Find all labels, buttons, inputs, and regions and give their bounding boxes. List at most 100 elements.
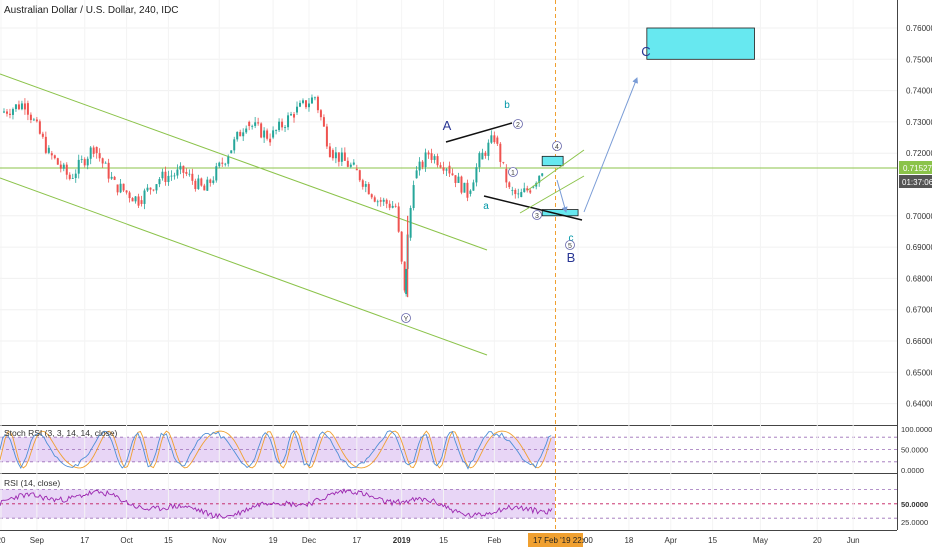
x-tick-label: 15 — [708, 536, 717, 545]
candle-body — [251, 125, 254, 127]
candle-body — [11, 109, 14, 115]
candle-body — [370, 194, 373, 198]
candle-body — [197, 178, 200, 190]
candle-body — [331, 150, 334, 159]
candle-body — [319, 110, 322, 118]
candle-body — [245, 128, 248, 133]
candle-body — [230, 150, 233, 154]
candle-body — [107, 162, 110, 179]
candle-body — [307, 103, 310, 108]
cursor-date-text: 17 Feb '19 22:00 — [533, 536, 593, 545]
candle-body — [59, 164, 62, 169]
candle-body — [101, 158, 104, 164]
target-box-small — [541, 155, 564, 167]
candle-body — [361, 180, 364, 187]
candle-body — [490, 135, 493, 143]
target-box-b — [541, 209, 579, 217]
x-tick-label: 18 — [624, 536, 633, 545]
candle-body — [239, 131, 242, 137]
candle-body — [349, 164, 352, 167]
candle-body — [529, 190, 532, 193]
candle-body — [125, 190, 128, 193]
candle-body — [155, 184, 158, 191]
candle-body — [32, 119, 35, 121]
candle-body — [257, 122, 260, 124]
candle-body — [382, 199, 385, 202]
candle-body — [310, 97, 313, 104]
candle-body — [352, 162, 355, 165]
candle-body — [436, 156, 439, 166]
candle-body — [316, 96, 319, 111]
wave-label-A: A — [443, 118, 452, 133]
candle-body — [296, 106, 299, 113]
candle-body — [71, 178, 74, 179]
candle-body — [376, 201, 379, 203]
candle-body — [131, 198, 134, 202]
candle-body — [445, 169, 448, 171]
candle-body — [442, 167, 445, 171]
candle-body — [538, 175, 541, 183]
candle-body — [448, 165, 451, 174]
wave-label-B: B — [567, 250, 576, 265]
candle-body — [167, 175, 170, 183]
candle-body — [92, 147, 95, 154]
candle-body — [173, 175, 176, 177]
candle-body — [83, 159, 86, 166]
x-tick-label: 15 — [164, 536, 173, 545]
candle-body — [424, 152, 427, 168]
rsi-value-tag — [899, 497, 932, 510]
candle-body — [514, 189, 517, 195]
candle-body — [233, 139, 236, 151]
candle-body — [143, 190, 146, 204]
candle-body — [53, 155, 56, 159]
candle-body — [511, 189, 514, 191]
candle-body — [74, 173, 77, 179]
chart-title: Australian Dollar / U.S. Dollar, 240, ID… — [4, 5, 179, 16]
candle-body — [397, 206, 400, 232]
candle-body — [284, 127, 287, 128]
candle-body — [418, 161, 421, 171]
candle-body — [170, 175, 173, 177]
candle-body — [275, 130, 278, 131]
candle-body — [98, 153, 101, 159]
candle-body — [200, 178, 203, 186]
candle-body — [206, 179, 209, 191]
candle-body — [346, 160, 349, 167]
x-tick-label: 2019 — [393, 536, 411, 545]
candle-body — [263, 130, 266, 138]
x-tick-label: Oct — [120, 536, 133, 545]
wave-circle-2 — [513, 119, 523, 129]
candle-body — [104, 162, 107, 164]
x-tick-label: 15 — [439, 536, 448, 545]
candle-body — [299, 102, 301, 107]
candle-body — [454, 175, 457, 183]
x-tick-label: 20 — [0, 536, 6, 545]
candle-body — [391, 205, 394, 208]
x-tick-label: 17 — [80, 536, 89, 545]
candle-body — [487, 142, 490, 156]
candle-body — [272, 130, 275, 138]
candle-body — [337, 152, 340, 162]
candle-body — [287, 115, 290, 128]
candle-body — [95, 146, 98, 154]
wave-circle-1 — [508, 167, 518, 177]
channel-line — [527, 149, 585, 191]
candle-body — [290, 114, 293, 116]
candle-body — [505, 168, 508, 183]
candle-body — [86, 158, 89, 166]
wave-circle-4 — [552, 141, 562, 151]
candle-body — [149, 187, 152, 190]
candle-body — [35, 119, 38, 122]
candle-body — [2, 111, 5, 113]
channel-line — [519, 175, 585, 214]
wave-label-a: a — [483, 201, 489, 212]
trend-line — [445, 122, 513, 143]
stoch-d-line — [0, 430, 552, 469]
